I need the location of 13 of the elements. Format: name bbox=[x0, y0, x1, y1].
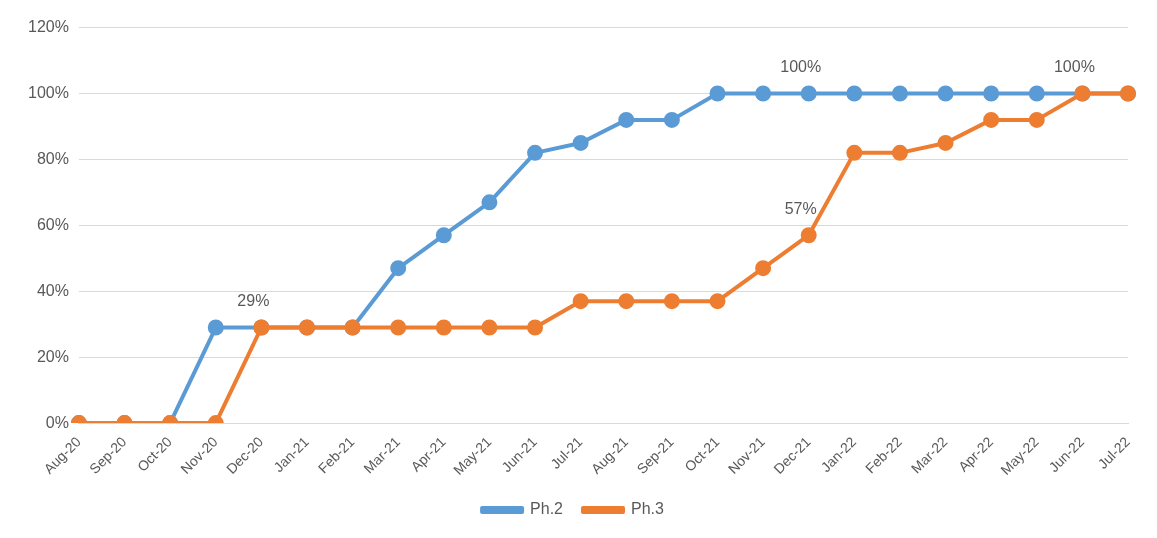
legend-label: Ph.3 bbox=[631, 500, 665, 518]
data-label: 100% bbox=[1053, 57, 1095, 75]
y-tick-label: 40% bbox=[36, 281, 69, 299]
y-tick-label: 80% bbox=[36, 149, 69, 167]
y-tick-label: 20% bbox=[36, 347, 69, 365]
y-tick-label: 100% bbox=[28, 83, 69, 101]
data-label: 57% bbox=[784, 199, 817, 217]
y-tick-label: 60% bbox=[36, 215, 69, 233]
legend-label: Ph.2 bbox=[530, 500, 564, 518]
data-label: 29% bbox=[237, 291, 270, 309]
data-label: 100% bbox=[780, 57, 822, 75]
y-tick-label: 120% bbox=[28, 18, 69, 36]
y-tick-label: 0% bbox=[45, 413, 69, 431]
